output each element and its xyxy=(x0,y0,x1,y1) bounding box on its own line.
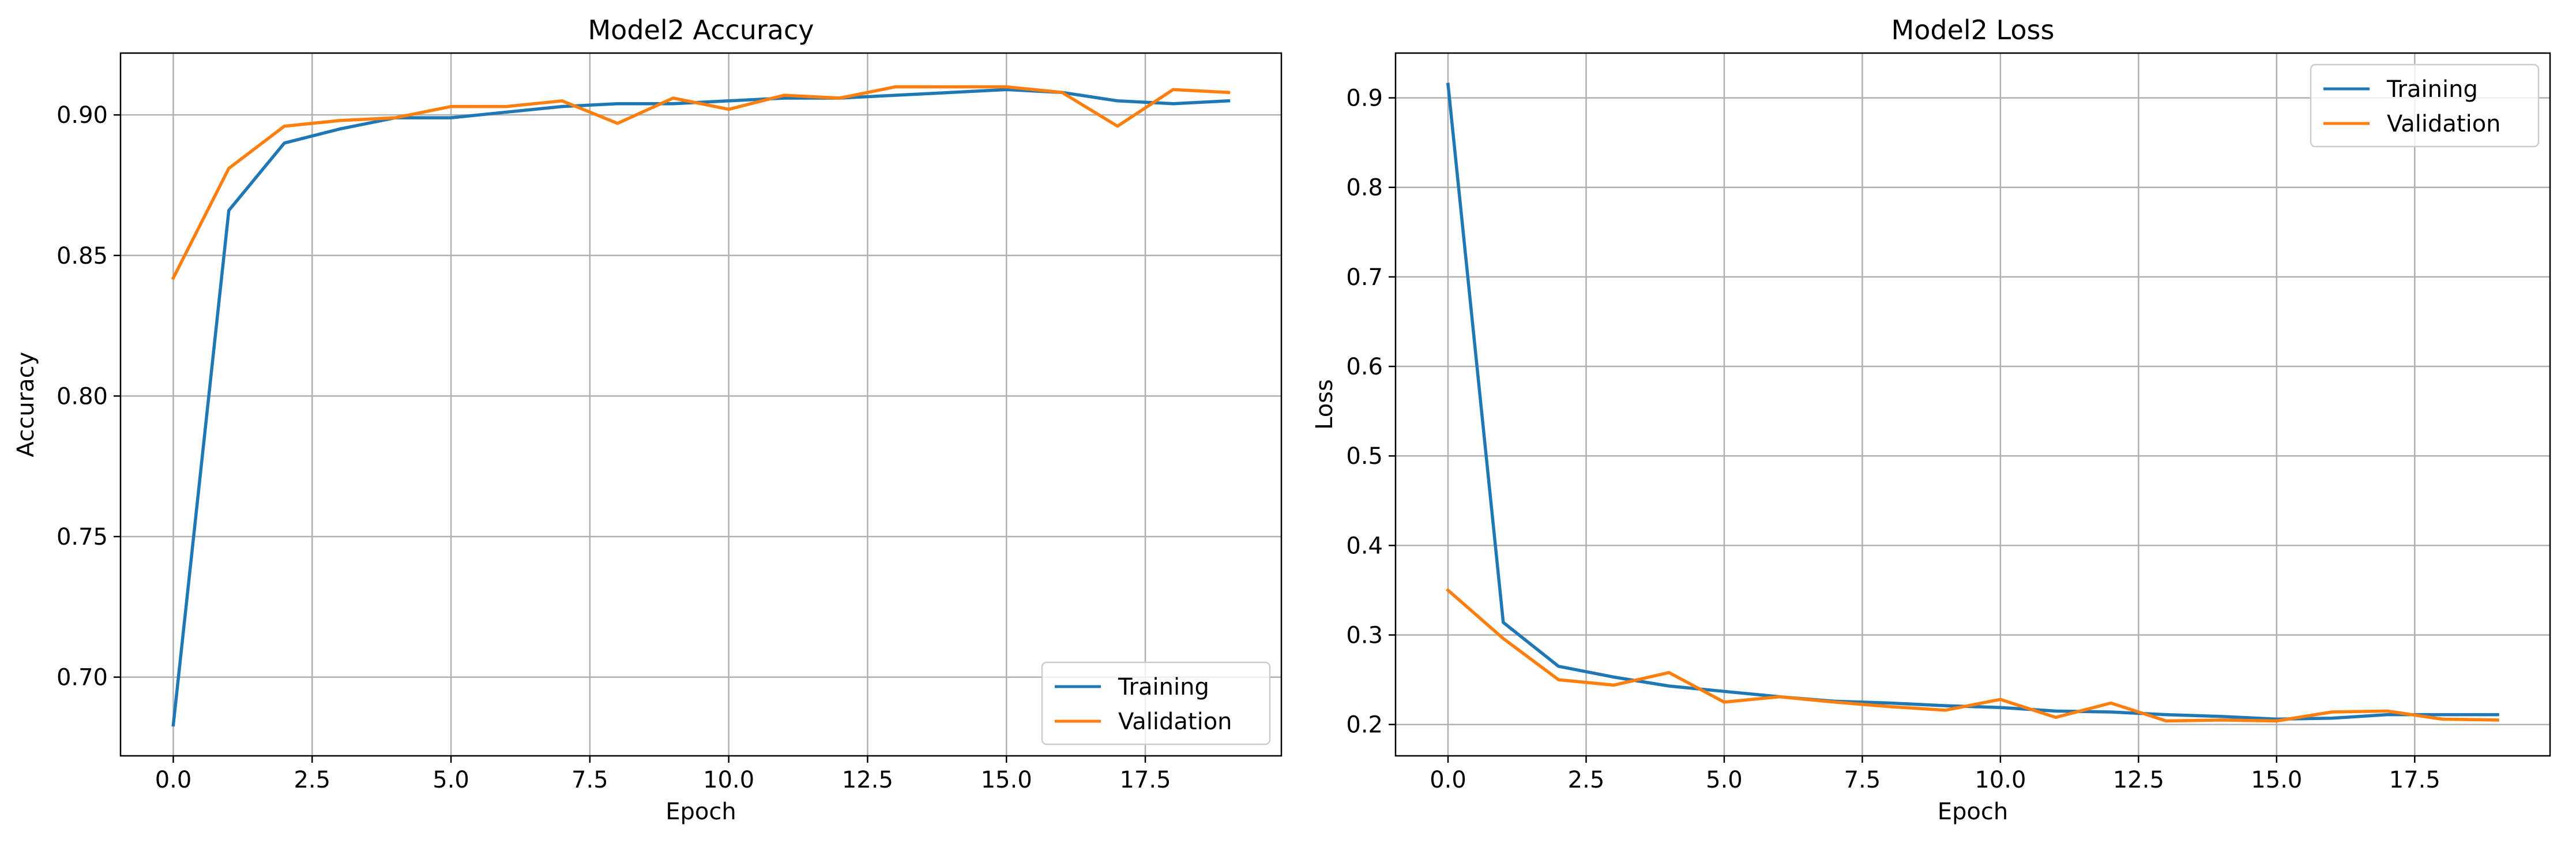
accuracy-x-tick-label: 10.0 xyxy=(703,767,754,793)
accuracy-x-tick-label: 15.0 xyxy=(981,767,1032,793)
loss-y-tick-label: 0.8 xyxy=(1346,175,1383,201)
loss-x-axis-label: Epoch xyxy=(1938,799,2008,825)
accuracy-x-tick-label: 17.5 xyxy=(1119,767,1171,793)
loss-plot-frame xyxy=(1394,52,2551,757)
accuracy-y-tick-label: 0.80 xyxy=(57,383,108,410)
accuracy-chart-title: Model2 Accuracy xyxy=(588,14,814,46)
accuracy-series xyxy=(171,85,1231,727)
accuracy-x-tick-label: 0.0 xyxy=(155,767,192,793)
accuracy-legend-validation-label: Validation xyxy=(1118,709,1232,735)
loss-x-tick-label: 5.0 xyxy=(1706,767,1743,793)
accuracy-y-axis-label: Accuracy xyxy=(13,352,39,458)
loss-series-training-line xyxy=(1446,83,2499,721)
accuracy-series-validation-line xyxy=(171,85,1231,280)
accuracy-x-axis-label: Epoch xyxy=(665,799,736,825)
loss-y-tick-label: 0.3 xyxy=(1346,623,1383,649)
loss-series xyxy=(1446,83,2499,723)
loss-series-validation-line xyxy=(1446,588,2499,723)
loss-y-tick-label: 0.4 xyxy=(1346,533,1383,559)
loss-x-tick-label: 12.5 xyxy=(2113,767,2164,793)
accuracy-x-tick-label: 2.5 xyxy=(294,767,330,793)
loss-x-tick-label: 17.5 xyxy=(2389,767,2440,793)
accuracy-grid xyxy=(121,53,1281,756)
accuracy-ticks: 0.0 2.5 5.0 7.5 10.0 12.5 15.0 17.5 0.70 0.75 0.80… xyxy=(57,102,1171,793)
loss-legend-training-label: Training xyxy=(2386,76,2478,103)
loss-y-tick-label: 0.5 xyxy=(1346,443,1383,470)
loss-x-tick-label: 7.5 xyxy=(1844,767,1881,793)
loss-x-tick-label: 15.0 xyxy=(2251,767,2302,793)
loss-x-tick-label: 10.0 xyxy=(1975,767,2026,793)
accuracy-legend-box xyxy=(1041,661,1271,745)
loss-y-tick-label: 0.6 xyxy=(1346,354,1383,380)
accuracy-legend-training-label: Training xyxy=(1118,674,1209,700)
accuracy-y-tick-label: 0.90 xyxy=(57,102,108,129)
accuracy-plot-frame xyxy=(119,52,1283,757)
accuracy-y-tick-label: 0.85 xyxy=(57,243,108,269)
accuracy-y-tick-label: 0.70 xyxy=(57,665,108,691)
loss-y-tick-label: 0.7 xyxy=(1346,264,1383,291)
accuracy-x-tick-label: 12.5 xyxy=(842,767,893,793)
accuracy-chart: 0.0 2.5 5.0 7.5 10.0 12.5 15.0 17.5 0.70 0.75 0.80… xyxy=(13,14,1283,825)
accuracy-y-tick-label: 0.75 xyxy=(57,524,108,550)
loss-y-tick-label: 0.9 xyxy=(1346,85,1383,112)
loss-legend-validation-label: Validation xyxy=(2387,111,2501,137)
loss-legend-box xyxy=(2310,63,2540,148)
loss-x-tick-label: 0.0 xyxy=(1430,767,1466,793)
loss-x-tick-label: 2.5 xyxy=(1568,767,1605,793)
loss-y-axis-label: Loss xyxy=(1311,379,1338,430)
loss-ticks: 0.0 2.5 5.0 7.5 10.0 12.5 15.0 17.5 0.2 0.3 0.4 0.5… xyxy=(1346,85,2440,793)
accuracy-legend: Training Validation xyxy=(1041,661,1271,745)
loss-chart: 0.0 2.5 5.0 7.5 10.0 12.5 15.0 17.5 0.2 0.3 0.4 0.5… xyxy=(1311,14,2551,825)
loss-legend: Training Validation xyxy=(2310,63,2540,148)
loss-y-tick-label: 0.2 xyxy=(1346,712,1383,739)
loss-grid xyxy=(1396,53,2550,756)
loss-chart-title: Model2 Loss xyxy=(1891,14,2055,46)
accuracy-x-tick-label: 5.0 xyxy=(433,767,469,793)
accuracy-x-tick-label: 7.5 xyxy=(571,767,608,793)
